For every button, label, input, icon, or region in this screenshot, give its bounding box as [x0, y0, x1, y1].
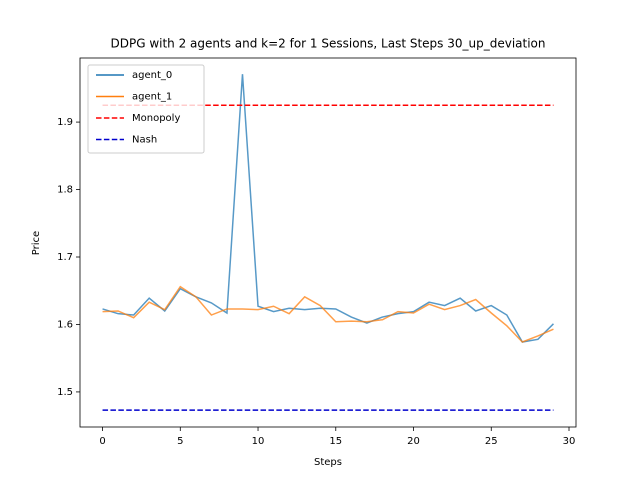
legend-label: agent_0	[132, 70, 172, 81]
legend-label: Nash	[132, 135, 157, 146]
x-tick-label: 15	[329, 436, 342, 447]
y-axis-label: Price	[31, 231, 42, 255]
x-tick-label: 25	[485, 436, 498, 447]
chart-title: DDPG with 2 agents and k=2 for 1 Session…	[110, 37, 545, 51]
y-tick-label: 1.9	[57, 117, 73, 128]
series-line	[102, 285, 554, 343]
y-tick-label: 1.7	[57, 252, 73, 263]
x-tick-label: 20	[407, 436, 420, 447]
series-line	[102, 74, 554, 343]
legend-label: Monopoly	[132, 113, 180, 124]
axes-frame	[79, 57, 577, 428]
legend-box	[87, 64, 205, 154]
x-tick-label: 5	[177, 436, 183, 447]
legend-label: agent_1	[132, 92, 172, 103]
x-tick-label: 30	[563, 436, 576, 447]
x-tick-label: 10	[252, 436, 265, 447]
y-tick-label: 1.6	[57, 319, 73, 330]
y-tick-label: 1.8	[57, 185, 73, 196]
x-tick-label: 0	[99, 436, 105, 447]
x-axis-label: Steps	[314, 457, 342, 468]
y-tick-label: 1.5	[57, 387, 73, 398]
